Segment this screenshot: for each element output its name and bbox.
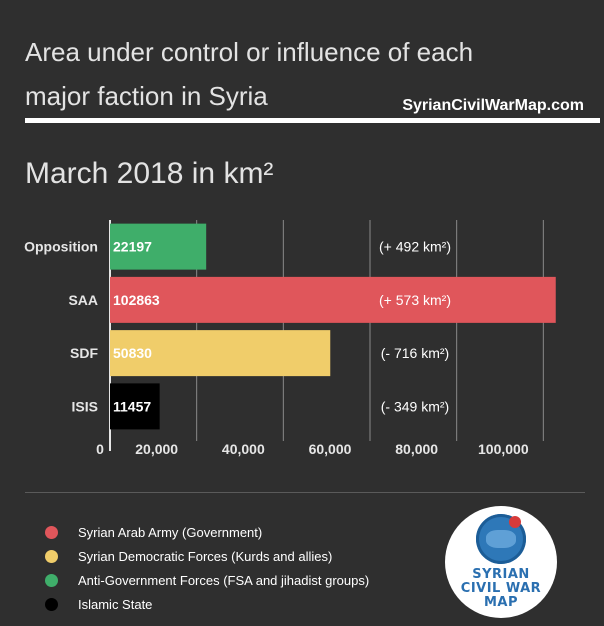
- value-label: 50830: [113, 345, 152, 361]
- legend: Syrian Arab Army (Government) Syrian Dem…: [45, 520, 369, 616]
- x-tick-label: 0: [96, 441, 104, 457]
- legend-item-sdf: Syrian Democratic Forces (Kurds and alli…: [45, 544, 369, 568]
- bar-chart: 0 20,000 40,000 60,000 80,000 100,000 Oppositi…: [24, 220, 556, 457]
- logo-text: SYRIAN CIVIL WAR MAP: [461, 568, 541, 610]
- x-tick-label: 100,000: [478, 441, 529, 457]
- legend-swatch-sdf: [45, 549, 58, 563]
- value-label: 11457: [113, 398, 151, 414]
- logo-line-2: CIVIL WAR: [460, 581, 542, 596]
- x-tick-label: 20,000: [135, 441, 178, 457]
- chart-title: Area under control or influence of each …: [25, 37, 474, 111]
- legend-label-sdf: Syrian Democratic Forces (Kurds and alli…: [78, 548, 333, 564]
- legend-label-isis: Islamic State: [78, 596, 153, 612]
- bar-isis: [110, 383, 160, 430]
- logo-line-1: SYRIAN: [472, 567, 530, 582]
- x-tick-label: 60,000: [309, 441, 352, 457]
- bar-saa: [110, 276, 556, 323]
- legend-divider: [25, 492, 585, 493]
- map-pin-icon: [509, 516, 521, 528]
- change-label: (+ 573 km²): [379, 292, 451, 308]
- category-label: SDF: [70, 345, 98, 361]
- site-link[interactable]: SyrianCivilWarMap.com: [402, 97, 584, 114]
- change-label: (- 716 km²): [381, 345, 449, 361]
- legend-item-saa: Syrian Arab Army (Government): [45, 520, 369, 544]
- change-label: (- 349 km²): [381, 398, 449, 414]
- value-label: 102863: [113, 292, 160, 308]
- syrian-civil-war-map-logo: SYRIAN CIVIL WAR MAP: [445, 506, 557, 618]
- legend-swatch-saa: [45, 525, 58, 539]
- legend-swatch-isis: [45, 597, 58, 611]
- globe-icon: [476, 514, 526, 564]
- category-label: Opposition: [24, 239, 98, 255]
- legend-item-isis: Islamic State: [45, 592, 369, 616]
- bar-sdf: [110, 330, 331, 377]
- category-label: SAA: [68, 292, 98, 308]
- legend-item-opposition: Anti-Government Forces (FSA and jihadist…: [45, 568, 369, 592]
- change-label: (+ 492 km²): [379, 239, 451, 255]
- bar-opposition: [110, 223, 207, 270]
- legend-swatch-opposition: [45, 573, 58, 587]
- legend-label-opposition: Anti-Government Forces (FSA and jihadist…: [78, 572, 370, 588]
- category-label: ISIS: [72, 398, 98, 414]
- value-label: 22197: [113, 239, 152, 255]
- x-tick-label: 40,000: [222, 441, 265, 457]
- chart-subtitle: March 2018 in km²: [25, 157, 274, 190]
- title-rule: [25, 118, 600, 123]
- legend-label-saa: Syrian Arab Army (Government): [78, 524, 263, 540]
- logo-line-3: MAP: [483, 595, 518, 610]
- x-tick-label: 80,000: [395, 441, 438, 457]
